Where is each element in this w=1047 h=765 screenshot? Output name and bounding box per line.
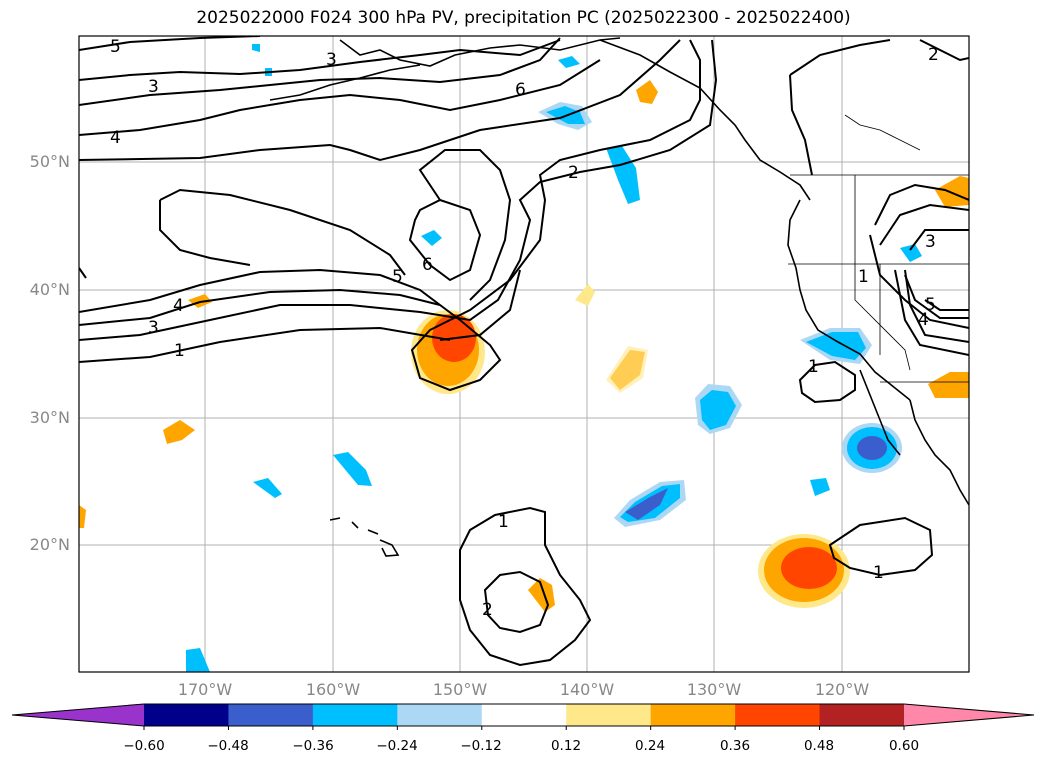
colorbar-segment	[312, 704, 398, 726]
lon-label: 160°W	[305, 680, 361, 699]
state-borders	[788, 114, 969, 383]
lon-label: 130°W	[686, 680, 742, 699]
colorbar-segment	[650, 704, 736, 726]
contour-label: 1	[174, 341, 185, 361]
contour-label: 4	[918, 310, 929, 330]
colorbar-tick-label: −0.12	[460, 738, 502, 754]
colorbar-segment	[228, 704, 314, 726]
contour-label: 3	[925, 232, 936, 252]
colorbar-tick-label: 0.36	[719, 738, 751, 754]
colorbar-tick-label: −0.48	[207, 738, 249, 754]
colorbar-segment	[144, 704, 229, 726]
lon-label: 150°W	[432, 680, 488, 699]
colorbar-tick-label: −0.36	[292, 738, 334, 754]
contour-label: 2	[568, 163, 579, 183]
colorbar-segment	[819, 704, 905, 726]
colorbar-tick-label: −0.24	[376, 738, 418, 754]
colorbar-tick-label: 0.24	[634, 738, 666, 754]
lat-label: 50°N	[29, 152, 70, 171]
colorbar-segment	[566, 704, 652, 726]
contour-label: 5	[110, 37, 121, 57]
lon-label: 120°W	[814, 680, 870, 699]
contour-label: 4	[110, 128, 121, 148]
colorbar-segment	[481, 704, 567, 726]
coastlines	[269, 37, 969, 557]
colorbar-extend-high	[904, 704, 1034, 726]
colorbar-extend-low	[12, 704, 144, 726]
contour-label: 5	[392, 267, 403, 287]
colorbar-tick-label: −0.60	[123, 738, 165, 754]
contour-label: 1	[858, 267, 869, 287]
contour-label: 5	[925, 295, 936, 315]
colorbar-segment	[735, 704, 821, 726]
contour-label: 1	[873, 563, 884, 583]
lon-label: 140°W	[559, 680, 615, 699]
lat-label: 40°N	[29, 280, 70, 299]
contour-label: 6	[422, 255, 433, 275]
contour-labels: 5 3 4 3 6 2 6 5 4 3 1 1 3 5 4 1 1 2 1 2	[110, 37, 939, 620]
colorbar-tick-label: 0.48	[803, 738, 835, 754]
contour-label: 3	[148, 77, 159, 97]
lon-label: 170°W	[177, 680, 233, 699]
contour-label: 2	[928, 45, 939, 65]
map-frame	[78, 35, 970, 673]
colorbar	[11, 703, 1035, 730]
contour-label: 4	[173, 296, 184, 316]
contour-label: 1	[498, 512, 509, 532]
colorbar-tick-label: 0.60	[888, 738, 920, 754]
map-title: 2025022000 F024 300 hPa PV, precipitatio…	[196, 8, 851, 28]
precipitation-shading	[79, 44, 969, 672]
colorbar-tick-label: 0.12	[550, 738, 582, 754]
contour-label: 2	[482, 600, 493, 620]
pv-contours	[79, 36, 969, 667]
contour-label: 1	[808, 357, 819, 377]
lat-label: 30°N	[29, 408, 70, 427]
contour-label: 3	[326, 50, 337, 70]
contour-label: 6	[515, 80, 526, 100]
lat-label: 20°N	[29, 535, 70, 554]
contour-label: 3	[148, 318, 159, 338]
colorbar-segment	[397, 704, 483, 726]
